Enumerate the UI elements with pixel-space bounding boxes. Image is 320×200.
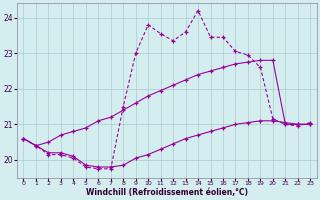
X-axis label: Windchill (Refroidissement éolien,°C): Windchill (Refroidissement éolien,°C)	[86, 188, 248, 197]
